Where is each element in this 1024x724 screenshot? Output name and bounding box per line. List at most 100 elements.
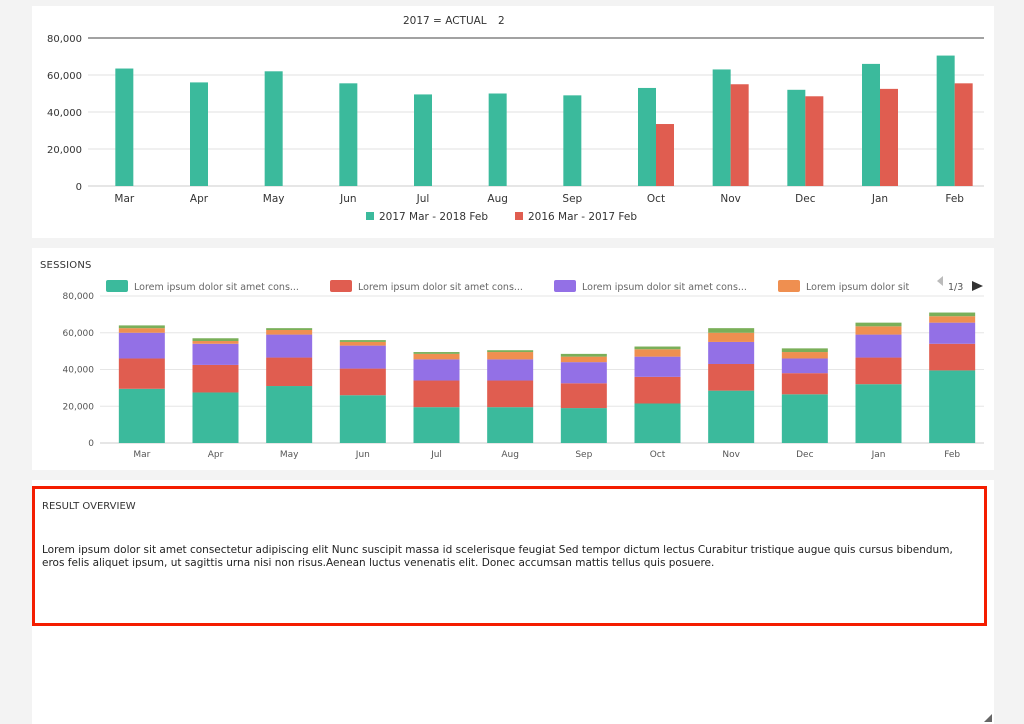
bar-nov-previous bbox=[730, 84, 749, 186]
legend-swatch bbox=[330, 280, 352, 292]
stack-segment-jul-0 bbox=[413, 407, 460, 443]
x-tick-label: Mar bbox=[114, 193, 134, 205]
triangle-right-icon[interactable] bbox=[972, 281, 983, 291]
y-tick-label: 0 bbox=[76, 182, 82, 193]
x-tick-label: Jul bbox=[430, 450, 442, 460]
sessions-title: SESSIONS bbox=[40, 260, 92, 271]
stack-segment-oct-1 bbox=[634, 376, 681, 404]
x-tick-label: Nov bbox=[720, 193, 741, 205]
x-tick-label: May bbox=[263, 193, 285, 205]
x-tick-label: Dec bbox=[796, 450, 813, 460]
y-tick-label: 80,000 bbox=[47, 34, 82, 45]
bar-feb-previous bbox=[954, 83, 973, 186]
stack-segment-nov-3 bbox=[708, 332, 755, 342]
result-overview-panel: RESULT OVERVIEW Lorem ipsum dolor sit am… bbox=[32, 480, 994, 724]
stack-segment-jun-4 bbox=[339, 340, 386, 342]
stack-segment-jul-3 bbox=[413, 353, 460, 360]
triangle-left-icon[interactable] bbox=[937, 276, 943, 286]
stack-segment-may-1 bbox=[266, 357, 313, 387]
bar-feb-current bbox=[936, 55, 955, 187]
x-tick-label: Jul bbox=[416, 193, 430, 205]
stack-segment-jun-2 bbox=[339, 345, 386, 369]
stack-segment-jan-0 bbox=[855, 384, 902, 443]
stack-segment-dec-4 bbox=[781, 348, 828, 353]
y-tick-label: 80,000 bbox=[63, 292, 95, 302]
x-tick-label: Jan bbox=[871, 450, 886, 460]
stack-segment-jul-4 bbox=[413, 352, 460, 354]
stack-segment-feb-4 bbox=[929, 312, 976, 317]
y-tick-label: 20,000 bbox=[47, 145, 82, 156]
legend-swatch bbox=[366, 212, 374, 220]
bar-aug-current bbox=[488, 93, 507, 186]
bar-jan-current bbox=[862, 63, 880, 186]
stack-segment-aug-4 bbox=[487, 350, 534, 353]
stack-segment-jan-4 bbox=[855, 322, 902, 327]
stack-segment-jun-0 bbox=[339, 395, 386, 443]
stack-segment-apr-1 bbox=[192, 364, 239, 393]
stack-segment-feb-3 bbox=[929, 316, 976, 323]
legend-pager: 1/3 bbox=[937, 276, 983, 293]
bar-may-current bbox=[264, 71, 283, 186]
stack-segment-may-3 bbox=[266, 329, 313, 335]
x-tick-label: Nov bbox=[722, 450, 740, 460]
stack-segment-apr-2 bbox=[192, 343, 239, 365]
bar-oct-previous bbox=[656, 124, 674, 186]
stack-segment-mar-3 bbox=[118, 328, 165, 333]
legend-swatch bbox=[106, 280, 128, 292]
y-tick-label: 40,000 bbox=[63, 366, 95, 376]
y-tick-label: 0 bbox=[88, 439, 94, 449]
stack-segment-dec-1 bbox=[781, 373, 828, 395]
stack-segment-feb-1 bbox=[929, 343, 976, 371]
stack-segment-jan-2 bbox=[855, 334, 902, 358]
stack-segment-may-4 bbox=[266, 328, 313, 330]
legend-swatch bbox=[778, 280, 800, 292]
bar-apr-current bbox=[190, 82, 208, 186]
legend-label: Lorem ipsum dolor sit amet cons... bbox=[582, 282, 747, 293]
bar-mar-current bbox=[115, 68, 134, 186]
legend-label: 2017 Mar - 2018 Feb bbox=[379, 211, 488, 223]
stack-segment-jul-2 bbox=[413, 359, 460, 381]
stack-segment-aug-3 bbox=[487, 352, 534, 360]
stacked-bar-chart: Mar Apr May Jun Jul Aug Sep Oct Nov Dec Jan Feb 0 20… bbox=[63, 276, 984, 460]
x-tick-label: Feb bbox=[945, 193, 964, 205]
stack-segment-mar-0 bbox=[118, 388, 165, 443]
x-tick-label: Feb bbox=[944, 450, 960, 460]
resize-grip-icon[interactable] bbox=[984, 714, 992, 722]
x-tick-label: Jun bbox=[339, 193, 356, 205]
legend-swatch bbox=[515, 212, 523, 220]
stack-segment-dec-0 bbox=[781, 394, 828, 443]
stack-segment-feb-0 bbox=[929, 370, 976, 443]
y-tick-label: 60,000 bbox=[63, 329, 95, 339]
sessions-chart-panel: SESSIONS Mar Apr May Jun Jul Aug Sep Oct Nov Dec J… bbox=[32, 248, 994, 470]
stack-segment-jun-3 bbox=[339, 341, 386, 346]
result-title: RESULT OVERVIEW bbox=[42, 501, 136, 512]
stack-segment-mar-4 bbox=[118, 325, 165, 329]
stack-segment-apr-4 bbox=[192, 338, 239, 342]
stack-segment-sep-0 bbox=[560, 408, 607, 443]
bar-nov-current bbox=[712, 69, 731, 186]
legend-label: Lorem ipsum dolor sit amet cons... bbox=[358, 282, 523, 293]
y-tick-label: 20,000 bbox=[63, 402, 95, 412]
stack-segment-mar-2 bbox=[118, 332, 165, 359]
stack-segment-apr-0 bbox=[192, 392, 239, 443]
x-tick-label: Oct bbox=[647, 193, 665, 205]
bar-jul-current bbox=[414, 94, 432, 186]
bar-oct-current bbox=[638, 87, 656, 186]
top-chart-panel: Mar Apr May Jun Jul Aug Sep Oct Nov Dec Jan Feb 0 20… bbox=[32, 6, 994, 238]
x-tick-label: Aug bbox=[487, 193, 508, 205]
stack-segment-jan-1 bbox=[855, 357, 902, 385]
stack-segment-may-2 bbox=[266, 334, 313, 358]
x-tick-label: Dec bbox=[795, 193, 816, 205]
stack-segment-apr-3 bbox=[192, 341, 239, 344]
legend-page-indicator: 1/3 bbox=[948, 282, 963, 293]
bar-sep-current bbox=[563, 95, 582, 186]
stack-segment-oct-3 bbox=[634, 349, 681, 357]
stack-segment-sep-3 bbox=[560, 356, 607, 363]
stack-segment-jan-3 bbox=[855, 326, 902, 335]
x-tick-label: Jun bbox=[355, 450, 370, 460]
stack-segment-sep-2 bbox=[560, 362, 607, 384]
bar-dec-current bbox=[787, 89, 806, 186]
stack-segment-nov-2 bbox=[708, 341, 755, 364]
stack-segment-dec-3 bbox=[781, 352, 828, 359]
stack-segment-feb-2 bbox=[929, 322, 976, 344]
